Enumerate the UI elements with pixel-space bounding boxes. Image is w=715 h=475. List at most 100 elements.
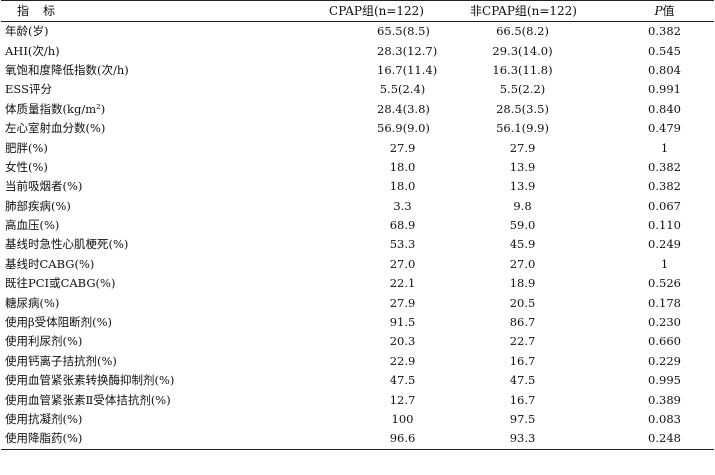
row-indicator-label: 当前吸烟者(%) [5,179,83,194]
row-p-value: 0.229 [648,353,681,368]
row-p-value: 0.389 [648,392,681,407]
row-cpap-value: 96.6 [389,431,416,446]
baseline-characteristics-table: 指标 CPAP组(n=122) 非CPAP组(n=122) P值 年龄(岁) 65… [1,0,714,450]
table-row: 既往PCI或CABG(%) 22.1 18.9 0.526 [1,274,714,293]
table-row: 氧饱和度降低指数(次/h) 16.7(11.4) 16.3(11.8) 0.804 [1,61,714,80]
table-row: 女性(%) 18.0 13.9 0.382 [1,158,714,177]
table-row: 高血压(%) 68.9 59.0 0.110 [1,216,714,235]
table-row: 使用β受体阻断剂(%) 91.5 86.7 0.230 [1,313,714,332]
row-non-cpap-value: 97.5 [509,412,536,426]
row-cpap-value: 22.1 [389,276,416,291]
row-cpap-value: 22.9 [389,353,416,368]
row-non-cpap-value: 45.9 [509,237,536,252]
row-non-cpap-value: 29.3(14.0) [492,43,553,58]
table-row: 使用血管紧张素Ⅱ受体拮抗剂(%) 12.7 16.7 0.389 [1,390,714,409]
row-non-cpap-value: 86.7 [509,315,536,330]
header-row: 指标 CPAP组(n=122) 非CPAP组(n=122) P值 [1,0,714,22]
table-row: 糖尿病(%) 27.9 20.5 0.178 [1,293,714,312]
row-cpap-value: 53.3 [389,237,416,252]
row-indicator-label: 使用血管紧张素转换酶抑制剂(%) [5,373,175,388]
row-indicator-label: 使用血管紧张素Ⅱ受体拮抗剂(%) [5,392,171,407]
row-indicator-label: 左心室射血分数(%) [5,121,106,136]
row-p-value: 0.248 [648,431,681,446]
row-cpap-value: 27.9 [389,295,416,310]
row-non-cpap-value: 47.5 [509,373,536,388]
row-non-cpap-value: 27.0 [509,256,536,271]
row-p-value: 0.526 [648,276,681,291]
row-p-value: 0.083 [648,412,681,426]
row-indicator-label: ESS评分 [5,82,52,97]
table-row: 肥胖(%) 27.9 27.9 1 [1,138,714,157]
row-p-value: 0.804 [648,62,681,77]
row-p-value: 0.840 [648,101,681,116]
table-row: ESS评分 5.5(2.4) 5.5(2.2) 0.991 [1,80,714,99]
row-cpap-value: 28.3(12.7) [377,43,438,58]
row-indicator-label: 基线时急性心肌梗死(%) [5,237,129,252]
table-row: 使用血管紧张素转换酶抑制剂(%) 47.5 47.5 0.995 [1,371,714,390]
row-non-cpap-value: 66.5(8.2) [496,24,549,39]
table-row: 左心室射血分数(%) 56.9(9.0) 56.1(9.9) 0.479 [1,119,714,138]
row-non-cpap-value: 16.7 [509,392,536,407]
row-cpap-value: 65.5(8.5) [377,24,430,39]
row-p-value: 1 [660,140,669,155]
row-non-cpap-value: 5.5(2.2) [499,82,546,97]
row-indicator-label: 高血压(%) [5,218,60,233]
row-cpap-value: 18.0 [389,179,416,194]
row-cpap-value: 18.0 [389,159,416,174]
row-cpap-value: 16.7(11.4) [377,62,438,77]
row-cpap-value: 68.9 [389,218,416,233]
row-non-cpap-value: 59.0 [509,218,536,233]
row-indicator-label: 使用利尿剂(%) [5,334,83,349]
row-non-cpap-value: 13.9 [509,179,536,194]
table-row: 使用抗凝剂(%) 100 97.5 0.083 [1,410,714,429]
row-p-value: 0.230 [648,315,681,330]
table-row: 基线时CABG(%) 27.0 27.0 1 [1,255,714,274]
header-indicator: 指标 [17,3,70,18]
table-row: 使用钙离子拮抗剂(%) 22.9 16.7 0.229 [1,352,714,371]
row-cpap-value: 28.4(3.8) [377,101,430,116]
row-p-value: 0.479 [648,121,681,136]
p-symbol: P [654,3,663,18]
row-indicator-label: 女性(%) [5,159,48,174]
row-cpap-value: 5.5(2.4) [379,82,426,97]
p-suffix: 值 [662,3,675,18]
table-row: 肺部疾病(%) 3.3 9.8 0.067 [1,197,714,216]
row-indicator-label: 氧饱和度降低指数(次/h) [5,62,129,77]
row-non-cpap-value: 28.5(3.5) [496,101,549,116]
row-non-cpap-value: 20.5 [509,295,536,310]
table-row: 当前吸烟者(%) 18.0 13.9 0.382 [1,177,714,196]
row-indicator-label: 体质量指数(kg/m²) [5,101,106,116]
row-p-value: 0.991 [648,82,681,97]
table-row: 使用降脂药(%) 96.6 93.3 0.248 [1,429,714,450]
row-non-cpap-value: 56.1(9.9) [496,121,549,136]
row-non-cpap-value: 16.3(11.8) [492,62,553,77]
row-indicator-label: 使用β受体阻断剂(%) [5,315,113,330]
table-body: 年龄(岁) 65.5(8.5) 66.5(8.2) 0.382 AHI(次/h) 28.3… [1,22,714,450]
header-p-value: P值 [595,1,714,22]
row-non-cpap-value: 13.9 [509,159,536,174]
row-indicator-label: 既往PCI或CABG(%) [5,276,116,291]
row-cpap-value: 3.3 [393,198,412,213]
row-p-value: 1 [660,256,669,271]
row-cpap-value: 56.9(9.0) [377,121,430,136]
row-indicator-label: 肥胖(%) [5,140,48,155]
row-indicator-label: AHI(次/h) [5,43,60,58]
row-p-value: 0.110 [648,218,681,233]
row-p-value: 0.545 [648,43,681,58]
row-indicator-label: 使用降脂药(%) [5,431,83,446]
row-p-value: 0.067 [648,198,681,213]
table-row: 使用利尿剂(%) 20.3 22.7 0.660 [1,332,714,351]
row-indicator-label: 肺部疾病(%) [5,198,71,213]
row-non-cpap-value: 22.7 [509,334,536,349]
header-non-cpap-group: 非CPAP组(n=122) [470,3,577,18]
row-indicator-label: 年龄(岁) [5,24,49,39]
row-cpap-value: 47.5 [389,373,416,388]
row-p-value: 0.382 [648,159,681,174]
row-p-value: 0.249 [648,237,681,252]
table-row: 体质量指数(kg/m²) 28.4(3.8) 28.5(3.5) 0.840 [1,100,714,119]
row-indicator-label: 糖尿病(%) [5,295,60,310]
row-indicator-label: 基线时CABG(%) [5,256,95,271]
row-non-cpap-value: 27.9 [509,140,536,155]
row-cpap-value: 91.5 [389,315,416,330]
